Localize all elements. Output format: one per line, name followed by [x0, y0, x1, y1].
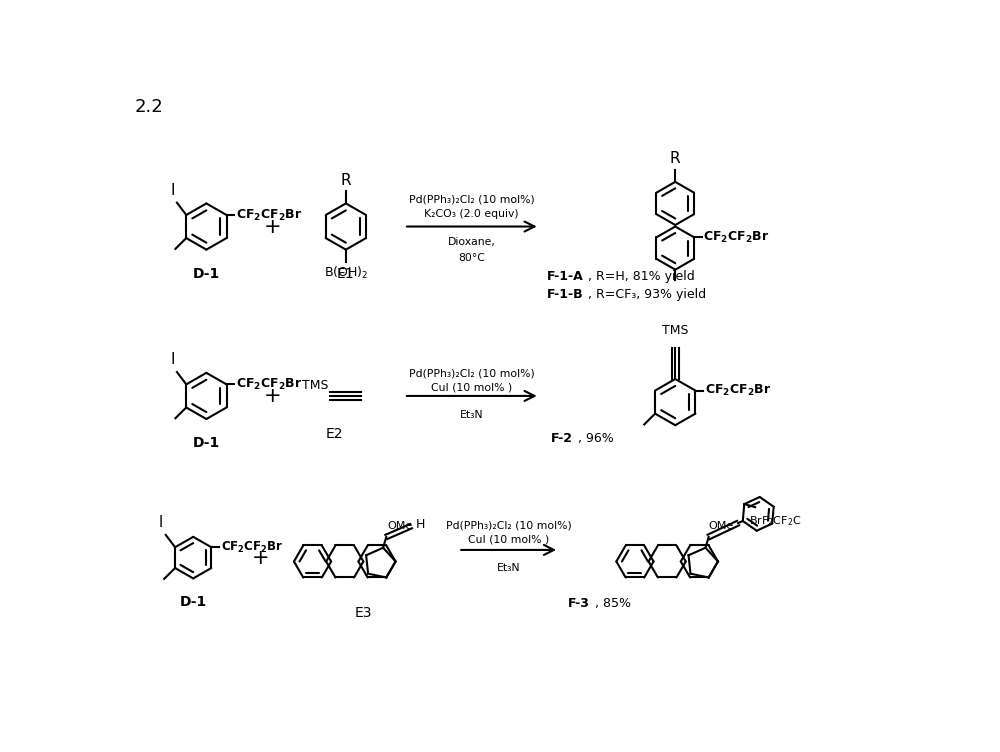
Text: CuI (10 mol% ): CuI (10 mol% ) [431, 383, 512, 393]
Text: $\mathbf{CF_2CF_2Br}$: $\mathbf{CF_2CF_2Br}$ [705, 383, 771, 398]
Text: , 85%: , 85% [595, 597, 631, 611]
Text: $\mathbf{CF_2CF_2Br}$: $\mathbf{CF_2CF_2Br}$ [236, 377, 302, 392]
Text: R: R [341, 173, 351, 188]
Text: D-1: D-1 [180, 596, 207, 609]
Text: +: + [263, 217, 281, 237]
Text: , R=H, 81% yield: , R=H, 81% yield [588, 270, 694, 283]
Text: TMS: TMS [662, 324, 688, 338]
Text: Dioxane,: Dioxane, [447, 238, 495, 247]
Text: OMe: OMe [388, 521, 413, 531]
Text: $\mathbf{CF_2CF_2Br}$: $\mathbf{CF_2CF_2Br}$ [221, 540, 283, 555]
Text: I: I [170, 183, 175, 198]
Text: E2: E2 [326, 426, 343, 441]
Text: $\mathbf{CF_2CF_2Br}$: $\mathbf{CF_2CF_2Br}$ [236, 208, 302, 223]
Text: 2.2: 2.2 [134, 98, 163, 116]
Text: H: H [416, 518, 425, 531]
Text: Pd(PPh₃)₂Cl₂ (10 mol%): Pd(PPh₃)₂Cl₂ (10 mol%) [409, 369, 534, 379]
Text: B(OH)$_2$: B(OH)$_2$ [324, 265, 368, 281]
Text: , R=CF₃, 93% yield: , R=CF₃, 93% yield [588, 288, 706, 301]
Text: Et₃N: Et₃N [460, 410, 483, 420]
Text: OMe: OMe [709, 521, 734, 531]
Text: I: I [170, 353, 175, 368]
Text: 80°C: 80°C [458, 253, 485, 262]
Text: E3: E3 [354, 606, 372, 620]
Text: TMS: TMS [302, 380, 328, 393]
Text: F-3: F-3 [568, 597, 590, 611]
Text: Et₃N: Et₃N [497, 563, 520, 573]
Text: F-1-A: F-1-A [547, 270, 584, 283]
Text: CuI (10 mol% ): CuI (10 mol% ) [468, 535, 549, 544]
Text: +: + [252, 547, 269, 568]
Text: BrF$_2$CF$_2$C: BrF$_2$CF$_2$C [749, 514, 802, 528]
Text: , 96%: , 96% [578, 432, 614, 444]
Text: $\mathbf{CF_2CF_2Br}$: $\mathbf{CF_2CF_2Br}$ [703, 230, 769, 245]
Text: D-1: D-1 [193, 266, 220, 280]
Text: +: + [263, 386, 281, 406]
Text: E1: E1 [337, 266, 355, 280]
Text: Pd(PPh₃)₂Cl₂ (10 mol%): Pd(PPh₃)₂Cl₂ (10 mol%) [409, 195, 534, 205]
Text: I: I [159, 515, 163, 530]
Text: D-1: D-1 [193, 436, 220, 450]
Text: K₂CO₃ (2.0 equiv): K₂CO₃ (2.0 equiv) [424, 209, 519, 219]
Text: R: R [670, 151, 681, 166]
Text: Pd(PPh₃)₂Cl₂ (10 mol%): Pd(PPh₃)₂Cl₂ (10 mol%) [446, 520, 572, 531]
Text: F-1-B: F-1-B [547, 288, 584, 301]
Text: F-2: F-2 [551, 432, 573, 444]
